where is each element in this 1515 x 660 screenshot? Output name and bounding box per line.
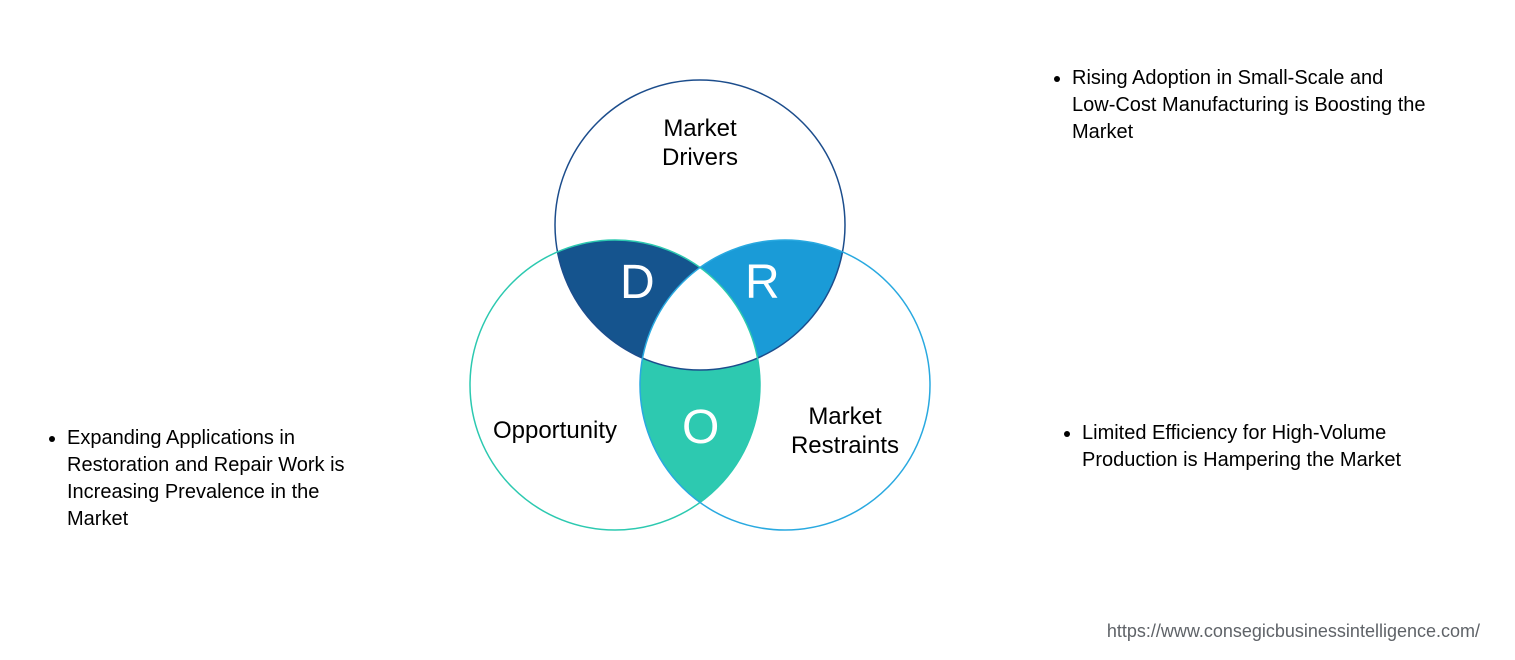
bullet-restraints: Limited Efficiency for High-Volume Produ… — [1060, 420, 1440, 474]
letter-restraints: R — [745, 255, 780, 310]
label-drivers-line1: Market — [663, 115, 736, 142]
source-url: https://www.consegicbusinessintelligence… — [1107, 621, 1480, 642]
bullet-opportunity: Expanding Applications in Restoration an… — [45, 425, 365, 533]
label-restraints-line2: Restraints — [791, 432, 899, 459]
label-opportunity: Opportunity — [475, 417, 635, 446]
label-restraints-line1: Market — [808, 403, 881, 430]
letter-opportunity: O — [682, 400, 719, 455]
label-restraints: Market Restraints — [770, 403, 920, 461]
label-drivers: Market Drivers — [630, 115, 770, 173]
label-drivers-line2: Drivers — [662, 144, 738, 171]
letter-drivers: D — [620, 255, 655, 310]
bullet-opportunity-text: Expanding Applications in Restoration an… — [67, 425, 365, 533]
label-opportunity-line1: Opportunity — [493, 417, 617, 444]
venn-diagram: Market Drivers Opportunity Market Restra… — [400, 45, 1000, 585]
bullet-restraints-text: Limited Efficiency for High-Volume Produ… — [1082, 420, 1440, 474]
bullet-drivers-text: Rising Adoption in Small-Scale and Low-C… — [1072, 65, 1430, 146]
bullet-drivers: Rising Adoption in Small-Scale and Low-C… — [1050, 65, 1430, 146]
